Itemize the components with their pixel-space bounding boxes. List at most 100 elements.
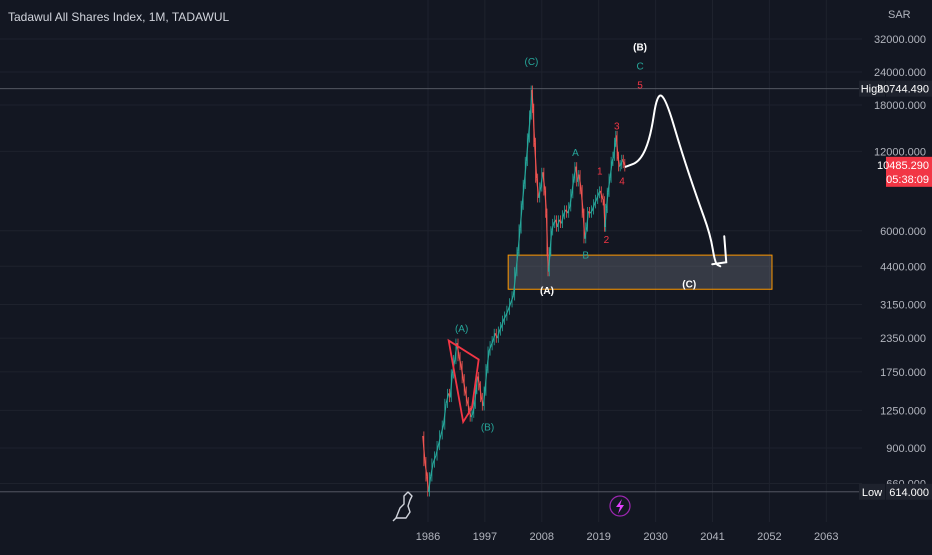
x-tick-label: 2008 xyxy=(530,531,554,543)
high-tag-value: 20744.490 xyxy=(877,84,929,96)
candle xyxy=(486,350,490,369)
candle xyxy=(525,137,529,162)
candle xyxy=(449,373,453,398)
candle xyxy=(500,319,505,327)
high-tag-label: High xyxy=(861,84,884,96)
candle xyxy=(578,174,582,190)
candle xyxy=(617,156,620,167)
candle xyxy=(466,401,470,411)
candle xyxy=(435,445,439,457)
last-price-tag: 10485.290 05:38:09 xyxy=(877,156,932,187)
x-tick-label: 2030 xyxy=(643,531,667,543)
target-zone xyxy=(507,254,773,290)
candle xyxy=(611,156,615,162)
candle xyxy=(551,223,555,231)
candle xyxy=(510,295,514,303)
candle xyxy=(536,178,540,198)
y-tick-label: 3150.000 xyxy=(880,300,926,312)
candle xyxy=(488,345,492,352)
y-tick-label: 24000.000 xyxy=(874,67,926,79)
lightning-icon xyxy=(616,499,624,514)
wave-label: 2 xyxy=(604,235,610,246)
event-marker-icon[interactable] xyxy=(609,495,631,517)
wave-label: 4 xyxy=(619,176,625,187)
high-tag-label-bg xyxy=(859,80,885,97)
candle xyxy=(527,114,532,138)
candle xyxy=(427,476,432,492)
low-tag-label: Low xyxy=(862,487,882,499)
candle xyxy=(496,330,500,339)
wave-label: C xyxy=(636,62,643,73)
candle xyxy=(540,172,544,187)
candle xyxy=(515,251,519,272)
y-tick-label: 1250.000 xyxy=(880,405,926,417)
candle xyxy=(601,197,605,201)
candle xyxy=(596,193,600,200)
last-price-value: 10485.290 xyxy=(877,160,929,172)
candle xyxy=(594,198,598,204)
low-tag: Low 614.000 xyxy=(859,483,932,500)
low-tag-value: 614.000 xyxy=(889,487,929,499)
candle xyxy=(605,192,609,209)
y-tick-label: 6000.000 xyxy=(880,226,926,238)
candle xyxy=(477,376,481,386)
x-tick-label: 1986 xyxy=(416,531,440,543)
candle xyxy=(437,434,442,446)
x-tick-label: 2052 xyxy=(757,531,781,543)
candle xyxy=(470,412,474,418)
candle xyxy=(599,190,603,198)
candle xyxy=(482,390,486,406)
candle xyxy=(502,315,507,321)
wave-label: 3 xyxy=(614,122,620,133)
candle xyxy=(609,161,613,179)
candle xyxy=(475,376,479,390)
candle xyxy=(562,209,567,215)
dinosaur-icon xyxy=(392,491,413,522)
candle xyxy=(523,161,527,185)
candle xyxy=(533,142,538,179)
candle xyxy=(440,424,445,435)
candle xyxy=(492,333,496,341)
candle xyxy=(569,193,573,207)
candle xyxy=(547,251,551,272)
candle xyxy=(591,203,596,211)
candle xyxy=(607,178,611,193)
candle xyxy=(507,302,512,311)
candle xyxy=(567,206,571,214)
wave-label: 5 xyxy=(637,80,643,91)
y-tick-label: 32000.000 xyxy=(874,34,926,46)
candle xyxy=(460,365,464,379)
candle xyxy=(512,271,517,296)
candle xyxy=(544,190,548,214)
low-tag-value-bg xyxy=(886,483,932,500)
candle xyxy=(422,435,426,462)
candle xyxy=(571,178,575,194)
candle xyxy=(575,166,579,182)
grid xyxy=(0,0,862,522)
projection-path xyxy=(624,94,722,268)
candle xyxy=(505,309,509,317)
candle xyxy=(445,393,450,404)
candle xyxy=(545,213,549,252)
candle xyxy=(582,213,586,239)
candle xyxy=(464,390,468,402)
candle xyxy=(615,135,619,157)
projection-arrowhead xyxy=(711,235,728,266)
wave-label: (A) xyxy=(540,286,554,297)
candle xyxy=(521,184,525,206)
x-tick-label: 2063 xyxy=(814,531,838,543)
candle xyxy=(560,214,565,224)
y-tick-label: 1750.000 xyxy=(880,367,926,379)
chart-title: Tadawul All Shares Index, 1M, TADAWUL xyxy=(8,10,230,24)
x-tick-label: 2041 xyxy=(700,531,724,543)
candle xyxy=(458,356,462,366)
dinosaur-body xyxy=(395,491,413,519)
candle xyxy=(618,164,622,168)
dinosaur-tail xyxy=(392,517,397,522)
candle xyxy=(462,378,466,392)
wave-label: (C) xyxy=(525,57,539,68)
candle xyxy=(538,186,542,198)
